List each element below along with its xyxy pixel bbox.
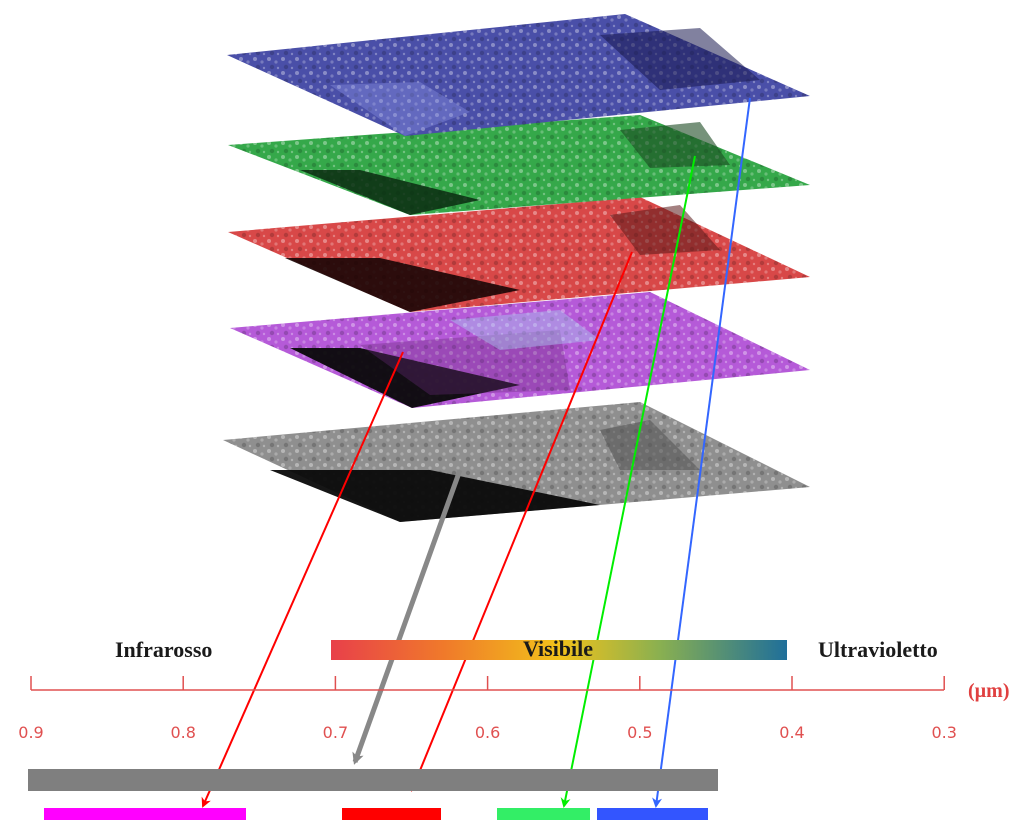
tick-label: 0.8	[170, 723, 195, 742]
tick-label: 0.7	[323, 723, 348, 742]
infrared-label: Infrarosso	[115, 637, 212, 662]
axis-ticks: 0.9 0.8 0.7 0.6 0.5 0.4 0.3	[18, 676, 957, 742]
unit-label: (µm)	[968, 680, 1010, 702]
layer-blue	[227, 14, 810, 136]
layer-red	[228, 197, 810, 312]
arrow-nir	[201, 351, 404, 808]
tick-label: 0.4	[779, 723, 804, 742]
arrow-grey	[352, 469, 463, 765]
layer-magenta	[230, 292, 810, 408]
wavelength-axis: 0.9 0.8 0.7 0.6 0.5 0.4 0.3 (µm)	[18, 676, 1010, 742]
arrow-red	[410, 251, 633, 792]
band-blue	[597, 808, 708, 820]
band-green	[497, 808, 590, 820]
tick-label: 0.9	[18, 723, 43, 742]
arrow-green	[560, 155, 696, 808]
band-red	[342, 808, 441, 820]
visible-label: Visibile	[523, 636, 593, 661]
band-panchromatic	[28, 769, 718, 791]
spectral-bands	[28, 769, 718, 820]
layer-stack	[223, 14, 810, 522]
ultraviolet-label: Ultravioletto	[818, 637, 938, 662]
arrow-blue	[652, 97, 751, 808]
tick-label: 0.6	[475, 723, 500, 742]
band-near-infrared	[44, 808, 246, 820]
visible-gradient-bar	[331, 640, 787, 660]
tick-label: 0.3	[931, 723, 956, 742]
spectrum-header: Infrarosso Visibile Ultravioletto	[115, 636, 938, 662]
tick-label: 0.5	[627, 723, 652, 742]
layer-green	[228, 115, 810, 215]
band-arrows	[201, 97, 751, 808]
layer-grey	[223, 402, 810, 522]
